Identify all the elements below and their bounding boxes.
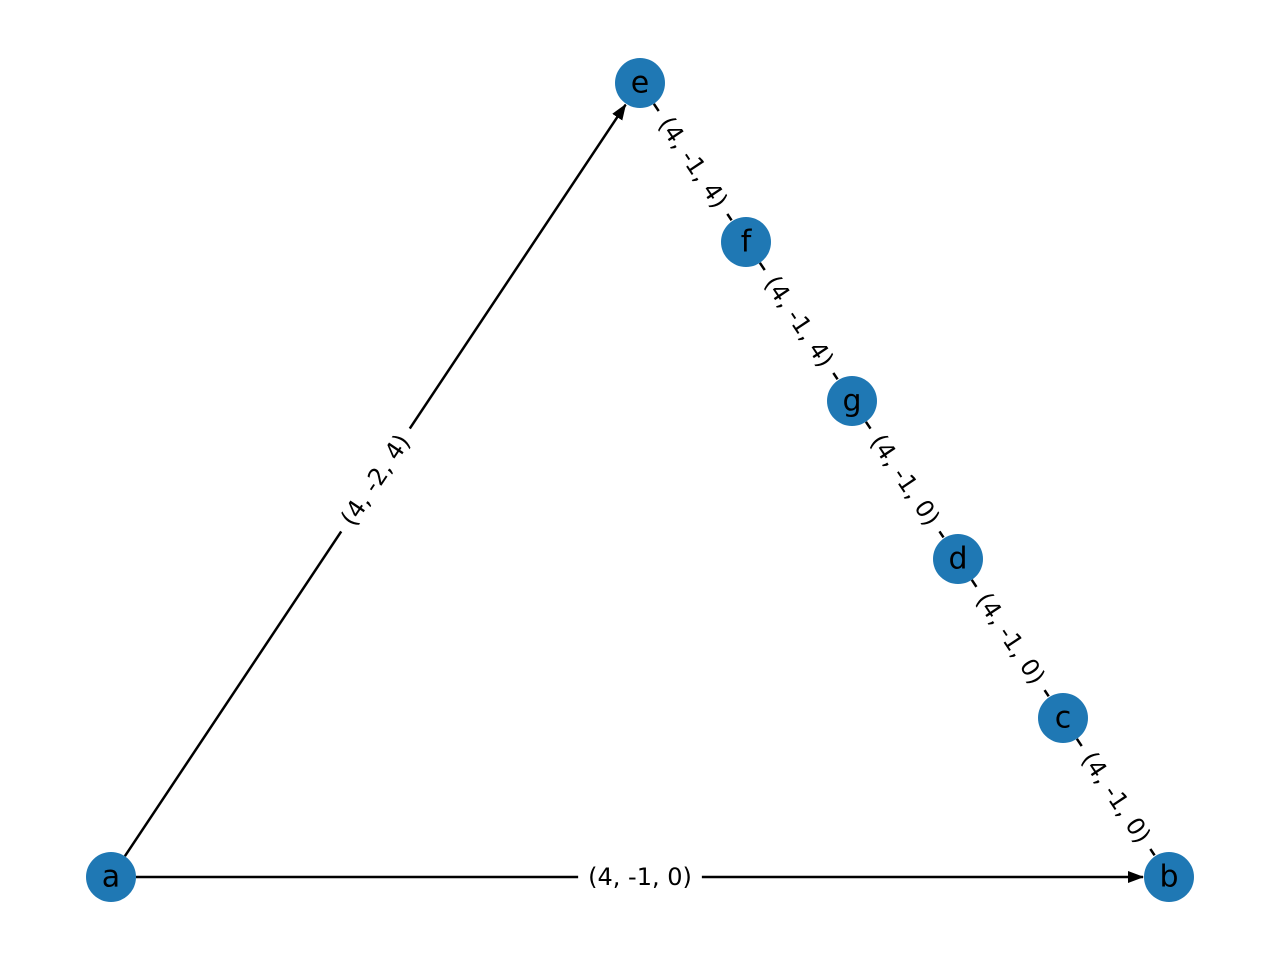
node-circle xyxy=(86,852,136,902)
edge-label-group-c-b: (4, -1, 0) xyxy=(1067,736,1165,859)
node-f: f xyxy=(721,217,771,267)
edge-label-group-a-e: (4, -2, 4) xyxy=(327,419,424,541)
edge-label-group-d-c: (4, -1, 0) xyxy=(962,577,1059,700)
node-c: c xyxy=(1038,693,1088,743)
edge-label-background xyxy=(578,860,702,894)
node-circle xyxy=(933,534,983,584)
edge-label-background xyxy=(750,260,848,383)
edge-label-g-d: (4, -1, 0) xyxy=(864,429,945,531)
edge-label-background xyxy=(962,577,1059,700)
node-label-f: f xyxy=(741,225,753,260)
node-b: b xyxy=(1144,852,1194,902)
node-label-e: e xyxy=(631,66,649,101)
nodes-layer: a e f g d c b xyxy=(86,58,1194,902)
edge-label-a-e: (4, -2, 4) xyxy=(335,429,416,531)
node-circle xyxy=(827,376,877,426)
node-circle xyxy=(1144,852,1194,902)
node-e: e xyxy=(615,58,665,108)
edge-label-background xyxy=(856,419,954,541)
node-a: a xyxy=(86,852,136,902)
node-g: g xyxy=(827,376,877,426)
edge-label-e-f: (4, -1, 4) xyxy=(653,112,734,214)
edge-label-d-c: (4, -1, 0) xyxy=(970,588,1051,690)
edge-label-c-b: (4, -1, 0) xyxy=(1076,747,1157,849)
node-label-g: g xyxy=(842,384,861,419)
edge-label-background xyxy=(1067,736,1165,859)
edge-label-group-e-f: (4, -1, 4) xyxy=(644,101,742,224)
node-d: d xyxy=(933,534,983,584)
node-label-c: c xyxy=(1055,701,1072,736)
edge-label-group-a-b: (4, -1, 0) xyxy=(578,860,702,894)
node-label-b: b xyxy=(1159,860,1178,895)
node-label-a: a xyxy=(102,860,120,895)
node-label-d: d xyxy=(948,542,967,577)
edge-label-background xyxy=(644,101,742,224)
node-circle xyxy=(1038,693,1088,743)
edges-layer xyxy=(123,103,1156,883)
edge-label-background xyxy=(327,419,424,541)
node-circle xyxy=(615,58,665,108)
edge-label-a-b: (4, -1, 0) xyxy=(588,863,692,891)
edge-label-group-g-d: (4, -1, 0) xyxy=(856,419,954,541)
edge-label-group-f-g: (4, -1, 4) xyxy=(750,260,848,383)
node-circle xyxy=(721,217,771,267)
edge-label-f-g: (4, -1, 4) xyxy=(759,271,840,373)
